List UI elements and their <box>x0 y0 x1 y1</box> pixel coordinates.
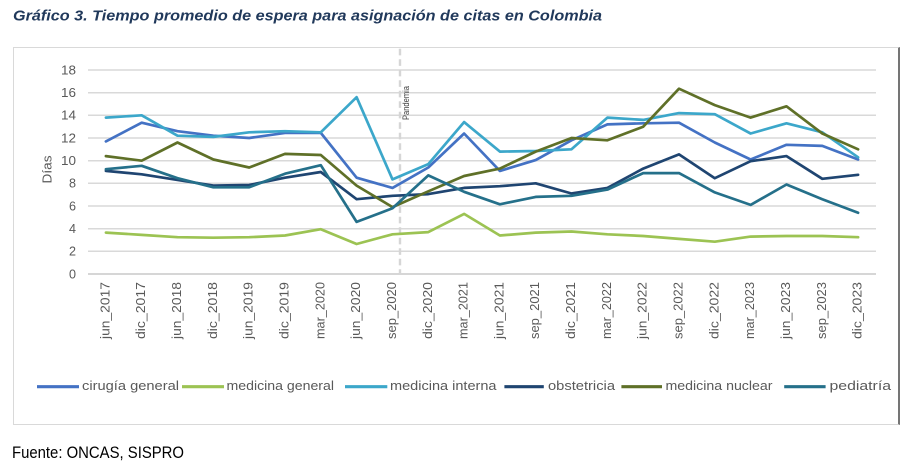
svg-text:Días: Días <box>40 155 55 184</box>
svg-text:Gráfico 3. Tiempo promedio de: Gráfico 3. Tiempo promedio de espera par… <box>13 8 602 25</box>
svg-text:jun_2017: jun_2017 <box>97 282 112 340</box>
svg-text:sep_2020: sep_2020 <box>384 282 399 339</box>
svg-text:obstetricia: obstetricia <box>548 378 616 393</box>
svg-text:medicina general: medicina general <box>227 378 335 393</box>
svg-text:dic_2017: dic_2017 <box>133 282 148 339</box>
svg-text:mar_2021: mar_2021 <box>456 282 471 339</box>
svg-text:mar_2022: mar_2022 <box>599 282 614 339</box>
svg-text:dic_2023: dic_2023 <box>850 282 865 339</box>
svg-text:jun_2021: jun_2021 <box>491 282 506 340</box>
svg-text:Fuente: ONCAS, SISPRO: Fuente: ONCAS, SISPRO <box>12 444 184 462</box>
svg-text:dic_2019: dic_2019 <box>277 282 292 339</box>
svg-text:6: 6 <box>69 198 76 213</box>
svg-text:cirugía general: cirugía general <box>82 378 179 393</box>
svg-text:jun_2022: jun_2022 <box>635 282 650 340</box>
svg-text:dic_2018: dic_2018 <box>205 282 220 339</box>
svg-text:2: 2 <box>69 244 76 259</box>
svg-text:14: 14 <box>61 108 76 123</box>
svg-text:dic_2020: dic_2020 <box>420 282 435 339</box>
svg-text:jun_2020: jun_2020 <box>348 282 363 340</box>
svg-text:jun_2019: jun_2019 <box>241 282 256 340</box>
svg-text:jun_2023: jun_2023 <box>778 282 793 340</box>
svg-text:18: 18 <box>61 62 76 77</box>
svg-text:medicina nuclear: medicina nuclear <box>666 378 774 393</box>
svg-text:sep_2022: sep_2022 <box>671 282 686 339</box>
svg-text:medicina interna: medicina interna <box>390 378 497 393</box>
svg-text:dic_2021: dic_2021 <box>563 282 578 339</box>
svg-text:pediatría: pediatría <box>830 378 892 393</box>
svg-text:mar_2023: mar_2023 <box>742 282 757 339</box>
svg-text:16: 16 <box>61 85 76 100</box>
svg-text:sep_2021: sep_2021 <box>527 282 542 339</box>
svg-text:0: 0 <box>69 266 76 281</box>
svg-text:sep_2023: sep_2023 <box>814 282 829 339</box>
svg-text:dic_2022: dic_2022 <box>706 282 721 339</box>
svg-text:jun_2018: jun_2018 <box>169 282 184 340</box>
svg-text:Pandemia: Pandemia <box>401 85 412 120</box>
svg-text:12: 12 <box>61 130 76 145</box>
svg-text:10: 10 <box>61 153 76 168</box>
svg-text:8: 8 <box>69 176 76 191</box>
svg-text:mar_2020: mar_2020 <box>312 282 327 339</box>
svg-text:4: 4 <box>69 221 76 236</box>
